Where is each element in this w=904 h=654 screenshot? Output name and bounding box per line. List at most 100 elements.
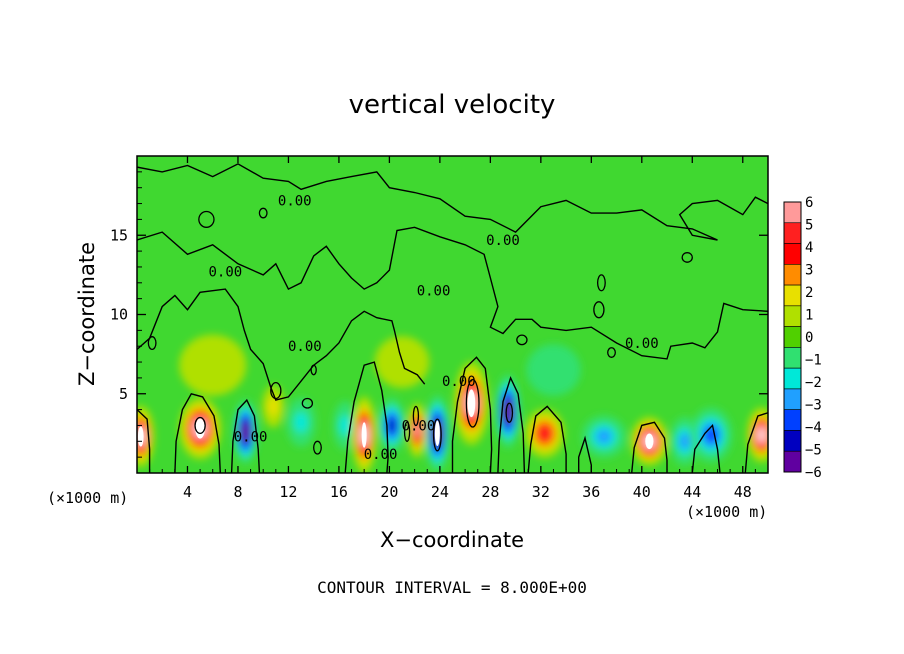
contour-closed	[301, 397, 314, 409]
contour-line	[451, 356, 493, 473]
field-cell	[596, 429, 612, 444]
field-core	[137, 426, 144, 447]
field-cell	[387, 418, 397, 433]
colorbar-swatch	[783, 347, 802, 369]
contour-closed	[270, 382, 282, 400]
field-cell	[193, 347, 232, 383]
contour-closed	[194, 416, 206, 435]
x-tick-label: 44	[683, 483, 701, 501]
contour-line	[230, 398, 261, 473]
field-core	[645, 433, 654, 450]
field-core	[434, 420, 440, 447]
x-tick-label: 40	[633, 483, 651, 501]
contour-label: 0.00	[402, 418, 436, 434]
contour-line	[744, 412, 768, 473]
contour-label: 0.00	[442, 374, 476, 390]
contour-line	[174, 392, 221, 473]
x-tick-label: 20	[380, 483, 398, 501]
colorbar-swatch	[783, 305, 802, 327]
contour-label: 0.00	[417, 284, 451, 300]
colorbar-label: −5	[805, 443, 822, 459]
x-tick-label: 28	[481, 483, 499, 501]
x-tick-label: 36	[582, 483, 600, 501]
contour-line	[137, 163, 768, 241]
contour-closed	[147, 336, 157, 351]
colorbar-label: 3	[805, 263, 813, 279]
colorbar-label: 0	[805, 330, 813, 346]
x-tick-label: 8	[233, 483, 242, 501]
field-cell	[339, 415, 352, 436]
colorbar-label: −6	[805, 465, 822, 481]
field-cell	[413, 423, 421, 437]
contour-line	[631, 421, 668, 473]
colorbar-label: 5	[805, 218, 813, 234]
colorbar-label: 4	[805, 240, 813, 256]
field-cell	[757, 429, 766, 441]
contour-closed	[403, 421, 411, 442]
contour-label: 0.00	[364, 447, 398, 463]
contour-label: 0.00	[278, 193, 312, 209]
field-core	[467, 389, 476, 418]
contour-line	[344, 361, 389, 473]
colorbar-swatch	[783, 430, 802, 452]
colorbar-label: 6	[805, 195, 813, 211]
contour-label: 0.00	[234, 430, 268, 446]
velocity-field	[137, 334, 768, 473]
x-tick-label: 12	[279, 483, 297, 501]
contour-line	[497, 375, 526, 473]
colorbar-frame	[783, 201, 802, 473]
contour-label: 0.00	[288, 339, 322, 355]
x-tick-label: 32	[532, 483, 550, 501]
contour-closed	[681, 252, 693, 263]
contour-closed	[310, 364, 317, 376]
field-cell	[294, 411, 308, 433]
contour-closed	[465, 378, 480, 428]
x-unit-right: (×1000 m)	[686, 503, 767, 521]
contour-lines	[137, 163, 768, 473]
chart-title: vertical velocity	[349, 90, 556, 120]
plot-background	[137, 156, 768, 473]
colorbar: 6 5 4 3 2 1 0 −1 −2 −3 −4 −5 −6	[783, 195, 822, 481]
colorbar-swatch	[783, 201, 802, 224]
contour-line	[137, 288, 426, 401]
colorbar-label: −1	[805, 353, 822, 369]
colorbar-swatch	[783, 264, 802, 286]
contour-closed	[198, 210, 215, 228]
contour-interval-note: CONTOUR INTERVAL = 8.000E+00	[317, 578, 587, 597]
field-cell	[537, 355, 570, 385]
y-tick-label: 10	[110, 306, 128, 324]
colorbar-label: −3	[805, 398, 822, 414]
colorbar-swatch	[783, 243, 802, 265]
colorbar-label: −2	[805, 375, 822, 391]
colorbar-swatch	[783, 388, 802, 410]
contour-closed	[258, 207, 268, 219]
contour-line	[137, 226, 768, 360]
y-tick-label: 5	[119, 385, 128, 403]
contour-closed	[607, 347, 616, 358]
contour-closed	[505, 402, 514, 423]
colorbar-swatch	[783, 450, 802, 473]
contour-closed	[412, 405, 420, 427]
field-cell	[539, 427, 551, 440]
contour-line	[137, 409, 151, 473]
colorbar-swatch	[783, 284, 802, 307]
field-core	[361, 422, 367, 448]
colorbar-label: 2	[805, 285, 813, 301]
x-axis-label: X−coordinate	[380, 528, 524, 552]
y-axis-ticks: 5 10 15	[110, 171, 768, 458]
contour-closed	[516, 334, 528, 346]
colorbar-swatch	[783, 409, 802, 431]
contour-label: 0.00	[625, 336, 659, 352]
x-tick-label: 24	[431, 483, 449, 501]
field-cell	[679, 432, 691, 450]
field-core	[195, 418, 205, 439]
field-cell	[242, 425, 250, 439]
contour-closed	[596, 274, 606, 292]
contour-label: 0.00	[208, 265, 242, 281]
y-tick-label: 15	[110, 226, 128, 244]
colorbar-swatch	[783, 367, 802, 390]
x-axis-ticks: 4 8 12 16 20 24 28 32 36 40 44 48	[149, 156, 756, 501]
contour-line	[527, 405, 567, 473]
y-axis-label: Z−coordinate	[75, 242, 99, 386]
